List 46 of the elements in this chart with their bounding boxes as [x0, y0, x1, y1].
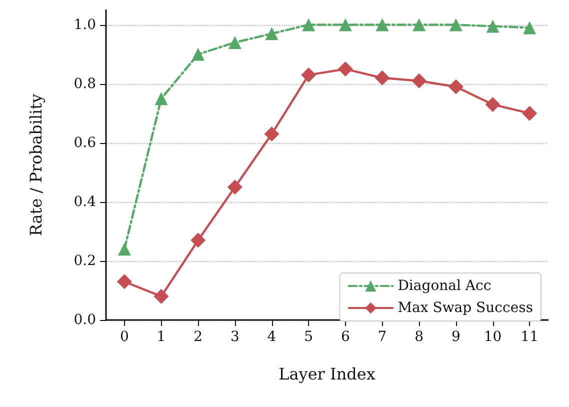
x-tick-label: 10: [484, 329, 502, 345]
legend-label: Diagonal Acc: [398, 278, 492, 294]
point: [485, 96, 500, 112]
x-axis-title: Layer Index: [278, 364, 376, 384]
point: [116, 274, 132, 290]
y-tick-label: 0.8: [74, 76, 96, 92]
point: [338, 62, 353, 77]
x-tick-label: 9: [451, 329, 460, 345]
point: [412, 73, 427, 88]
y-axis-title: Rate / Probability: [26, 94, 46, 236]
y-tick-label: 0.6: [74, 134, 96, 151]
point: [301, 67, 316, 82]
x-tick-label: 8: [414, 329, 424, 345]
x-tick-label: 11: [520, 329, 538, 345]
x-tick-label: 4: [267, 329, 276, 345]
x-tick-label: 3: [230, 329, 240, 345]
point: [486, 20, 500, 33]
point: [264, 126, 280, 142]
point: [449, 18, 462, 32]
point: [412, 18, 426, 32]
x-tick-label: 1: [156, 329, 166, 345]
point: [376, 18, 389, 32]
y-tick-label: 0.4: [74, 194, 96, 210]
x-tick-label: 7: [378, 329, 387, 345]
x-tick-label: 2: [194, 329, 203, 345]
point: [338, 18, 352, 32]
point: [265, 27, 278, 40]
point: [227, 180, 242, 195]
y-tick-label: 1.0: [74, 16, 96, 33]
legend-label: Max Swap Success: [398, 300, 534, 316]
point: [448, 79, 464, 94]
point: [522, 106, 538, 121]
y-tick-label: 0.0: [74, 312, 96, 328]
x-tick-label: 0: [120, 329, 129, 345]
point: [154, 92, 168, 106]
point: [118, 242, 131, 256]
point: [523, 21, 536, 34]
point: [374, 70, 390, 86]
point: [190, 232, 206, 248]
y-tick-label: 0.2: [74, 252, 96, 269]
x-tick-label: 6: [340, 329, 350, 345]
point: [154, 288, 169, 304]
point: [192, 48, 205, 61]
x-tick-label: 5: [304, 329, 314, 345]
point: [228, 36, 242, 49]
point: [302, 18, 316, 32]
